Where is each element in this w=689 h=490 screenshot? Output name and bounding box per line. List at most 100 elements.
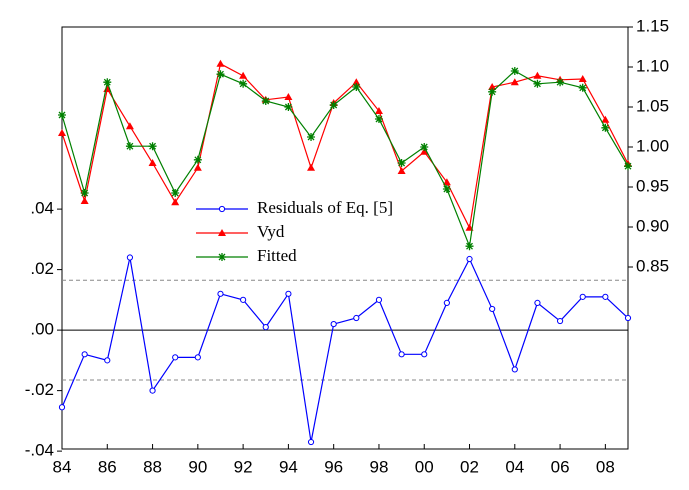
point (397, 167, 406, 174)
point (193, 155, 202, 164)
point (240, 296, 247, 303)
x-tick-label: 02 (460, 457, 479, 476)
point (420, 147, 429, 155)
point (556, 78, 565, 87)
series-line (61, 257, 629, 443)
point (511, 366, 518, 373)
y2-tick-label: 1.15 (636, 16, 669, 35)
point (239, 71, 248, 79)
point (510, 67, 519, 75)
point (374, 115, 383, 123)
point (488, 87, 497, 96)
point (125, 122, 134, 130)
point (217, 290, 224, 297)
point (421, 351, 428, 358)
point (352, 78, 361, 86)
point (307, 438, 315, 446)
legend-label: Fitted (257, 246, 297, 265)
point (80, 189, 89, 197)
point (352, 83, 361, 91)
point (375, 296, 383, 303)
x-tick-label: 06 (551, 457, 570, 476)
legend-label: Vyd (257, 222, 285, 241)
point (398, 351, 405, 358)
x-tick-label: 92 (234, 457, 253, 476)
legend: Residuals of Eq. [5] Vyd Fitted (196, 198, 393, 265)
point (216, 70, 225, 79)
y-tick-label: .00 (30, 320, 54, 339)
point (329, 101, 338, 109)
y2-tick-label: 1.05 (636, 96, 669, 115)
series-line (61, 62, 629, 230)
point (489, 305, 496, 313)
y2-tick-label: 0.85 (636, 256, 669, 275)
point (556, 317, 564, 325)
point (601, 123, 610, 132)
point (194, 354, 201, 361)
point (103, 78, 112, 87)
x-tick-label: 94 (279, 457, 298, 476)
legend-label: Residuals of Eq. [5] (257, 198, 393, 217)
point (510, 78, 519, 86)
point (420, 143, 429, 151)
point (397, 159, 406, 167)
point (58, 129, 66, 136)
y-tick-label: .04 (30, 199, 54, 218)
point (284, 93, 293, 100)
point (171, 198, 180, 206)
point (443, 299, 450, 306)
point (126, 254, 134, 261)
x-tick-label: 86 (98, 457, 117, 476)
y-tick-label: -.04 (25, 441, 54, 460)
x-tick-label: 90 (188, 457, 207, 476)
point (307, 163, 316, 171)
point (374, 107, 383, 114)
point (488, 83, 497, 90)
x-tick-label: 04 (505, 457, 524, 476)
legend-marker (218, 229, 226, 236)
point (172, 354, 179, 361)
point (284, 103, 293, 111)
point (442, 185, 451, 193)
y2-tick-label: 0.90 (636, 216, 669, 235)
y-tick-label: .02 (30, 259, 54, 278)
point (261, 97, 270, 105)
point (262, 323, 269, 331)
point (58, 111, 66, 119)
y2-tick-label: 1.10 (636, 56, 669, 75)
point (330, 320, 337, 328)
y-tick-label: -.02 (25, 380, 54, 399)
point (533, 71, 542, 79)
point (442, 178, 451, 186)
point (80, 197, 89, 204)
point (216, 59, 225, 67)
point (307, 133, 316, 141)
point (193, 163, 202, 171)
point (148, 159, 157, 166)
point (578, 83, 587, 92)
point (104, 357, 111, 364)
point (81, 351, 88, 358)
x-tick-label: 96 (324, 457, 343, 476)
x-tick-label: 88 (143, 457, 162, 476)
y2-tick-label: 1.00 (636, 136, 669, 155)
point (239, 79, 248, 88)
x-tick-label: 98 (369, 457, 388, 476)
x-tick-label: 84 (53, 457, 72, 476)
point (534, 299, 541, 306)
y2-tick-label: 0.95 (636, 176, 669, 195)
point (624, 314, 632, 322)
point (466, 255, 473, 263)
point (125, 142, 134, 151)
point (602, 293, 609, 300)
point (578, 75, 587, 82)
point (148, 142, 157, 151)
point (624, 162, 632, 171)
point (601, 115, 610, 123)
x-tick-label: 00 (415, 457, 434, 476)
point (579, 293, 586, 300)
point (171, 189, 180, 197)
point (58, 404, 66, 411)
point (285, 290, 292, 297)
